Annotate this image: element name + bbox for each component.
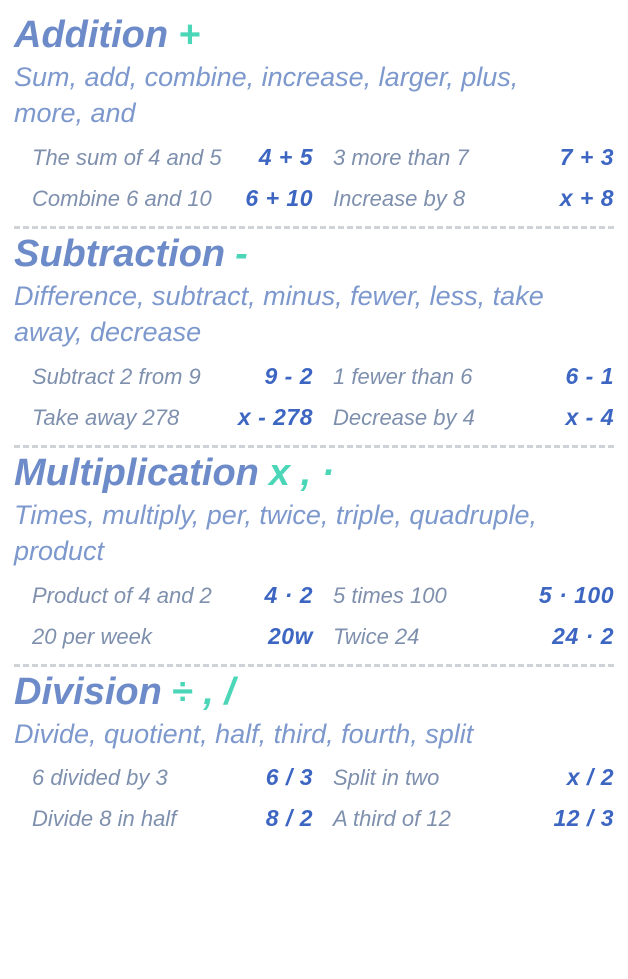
operation-symbol: ÷ , / [172,671,235,714]
example-row: Take away 278 x - 278 [32,404,313,431]
section-addition: Addition + Sum, add, combine, increase, … [14,10,614,226]
examples-grid: 6 divided by 3 6 / 3 Split in two x / 2 … [14,764,614,832]
example-row: Twice 24 24 · 2 [333,623,614,650]
example-expression: 6 + 10 [245,185,313,212]
example-expression: x - 4 [565,404,614,431]
example-phrase: 6 divided by 3 [32,765,168,791]
example-phrase: Subtract 2 from 9 [32,364,201,390]
example-expression: 20w [268,623,313,650]
example-row: Increase by 8 x + 8 [333,185,614,212]
example-row: Product of 4 and 2 4 · 2 [32,582,313,609]
example-expression: 4 + 5 [259,144,313,171]
example-phrase: Take away 278 [32,405,179,431]
example-phrase: Split in two [333,765,439,791]
example-expression: x / 2 [567,764,614,791]
example-row: Divide 8 in half 8 / 2 [32,805,313,832]
example-row: 6 divided by 3 6 / 3 [32,764,313,791]
operation-name: Addition [14,14,168,57]
heading-subtraction: Subtraction - [14,233,614,276]
example-expression: 24 · 2 [552,623,614,650]
example-expression: x - 278 [238,404,313,431]
example-expression: 6 / 3 [266,764,313,791]
example-phrase: Decrease by 4 [333,405,475,431]
example-phrase: Twice 24 [333,624,419,650]
example-row: 20 per week 20w [32,623,313,650]
example-phrase: 3 more than 7 [333,145,469,171]
example-row: 3 more than 7 7 + 3 [333,144,614,171]
example-expression: 5 · 100 [539,582,614,609]
example-row: Split in two x / 2 [333,764,614,791]
example-phrase: The sum of 4 and 5 [32,145,222,171]
example-expression: 12 / 3 [553,805,614,832]
example-row: 5 times 100 5 · 100 [333,582,614,609]
operation-symbol: - [235,233,248,276]
heading-multiplication: Multiplication x , · [14,452,614,495]
heading-division: Division ÷ , / [14,671,614,714]
example-expression: 9 - 2 [264,363,313,390]
example-row: Combine 6 and 10 6 + 10 [32,185,313,212]
example-row: A third of 12 12 / 3 [333,805,614,832]
keywords-text: Divide, quotient, half, third, fourth, s… [14,716,574,752]
example-row: Decrease by 4 x - 4 [333,404,614,431]
examples-grid: Product of 4 and 2 4 · 2 5 times 100 5 ·… [14,582,614,650]
operation-name: Subtraction [14,233,225,276]
keywords-text: Difference, subtract, minus, fewer, less… [14,278,574,351]
example-phrase: A third of 12 [333,806,451,832]
example-phrase: 20 per week [32,624,152,650]
heading-addition: Addition + [14,14,614,57]
operation-name: Division [14,671,162,714]
operation-name: Multiplication [14,452,259,495]
example-phrase: Increase by 8 [333,186,465,212]
keywords-text: Times, multiply, per, twice, triple, qua… [14,497,574,570]
example-phrase: Divide 8 in half [32,806,176,832]
examples-grid: The sum of 4 and 5 4 + 5 3 more than 7 7… [14,144,614,212]
example-row: The sum of 4 and 5 4 + 5 [32,144,313,171]
section-subtraction: Subtraction - Difference, subtract, minu… [14,229,614,445]
example-expression: 8 / 2 [266,805,313,832]
example-row: Subtract 2 from 9 9 - 2 [32,363,313,390]
operation-symbol: x , · [269,452,334,495]
example-phrase: 1 fewer than 6 [333,364,472,390]
example-expression: x + 8 [560,185,614,212]
example-phrase: Combine 6 and 10 [32,186,212,212]
example-row: 1 fewer than 6 6 - 1 [333,363,614,390]
example-phrase: 5 times 100 [333,583,447,609]
examples-grid: Subtract 2 from 9 9 - 2 1 fewer than 6 6… [14,363,614,431]
operation-symbol: + [178,14,200,57]
section-multiplication: Multiplication x , · Times, multiply, pe… [14,448,614,664]
example-expression: 4 · 2 [264,582,313,609]
keywords-text: Sum, add, combine, increase, larger, plu… [14,59,574,132]
example-phrase: Product of 4 and 2 [32,583,212,609]
example-expression: 7 + 3 [560,144,614,171]
example-expression: 6 - 1 [565,363,614,390]
section-division: Division ÷ , / Divide, quotient, half, t… [14,667,614,846]
